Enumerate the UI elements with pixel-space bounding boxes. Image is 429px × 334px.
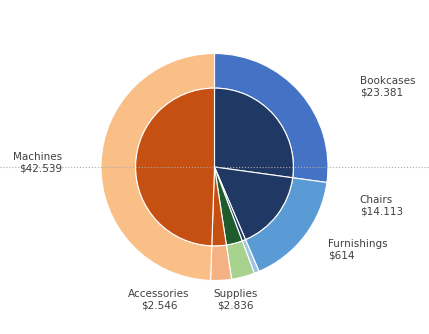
Wedge shape bbox=[227, 241, 254, 279]
Wedge shape bbox=[242, 239, 259, 273]
Wedge shape bbox=[214, 53, 328, 182]
Wedge shape bbox=[214, 167, 245, 241]
Text: Supplies
$2.836: Supplies $2.836 bbox=[213, 289, 257, 310]
Text: Machines
$42.539: Machines $42.539 bbox=[13, 152, 62, 174]
Wedge shape bbox=[214, 167, 293, 239]
Wedge shape bbox=[245, 178, 327, 272]
Wedge shape bbox=[101, 53, 214, 281]
Text: Accessories
$2.546: Accessories $2.546 bbox=[128, 289, 190, 310]
Wedge shape bbox=[214, 167, 242, 245]
Text: Chairs
$14.113: Chairs $14.113 bbox=[360, 195, 403, 216]
Wedge shape bbox=[211, 245, 232, 281]
Text: Furnishings
$614: Furnishings $614 bbox=[328, 239, 388, 261]
Text: Bookcases
$23.381: Bookcases $23.381 bbox=[360, 76, 415, 98]
Wedge shape bbox=[212, 167, 227, 246]
Wedge shape bbox=[214, 88, 293, 178]
Wedge shape bbox=[136, 88, 214, 246]
